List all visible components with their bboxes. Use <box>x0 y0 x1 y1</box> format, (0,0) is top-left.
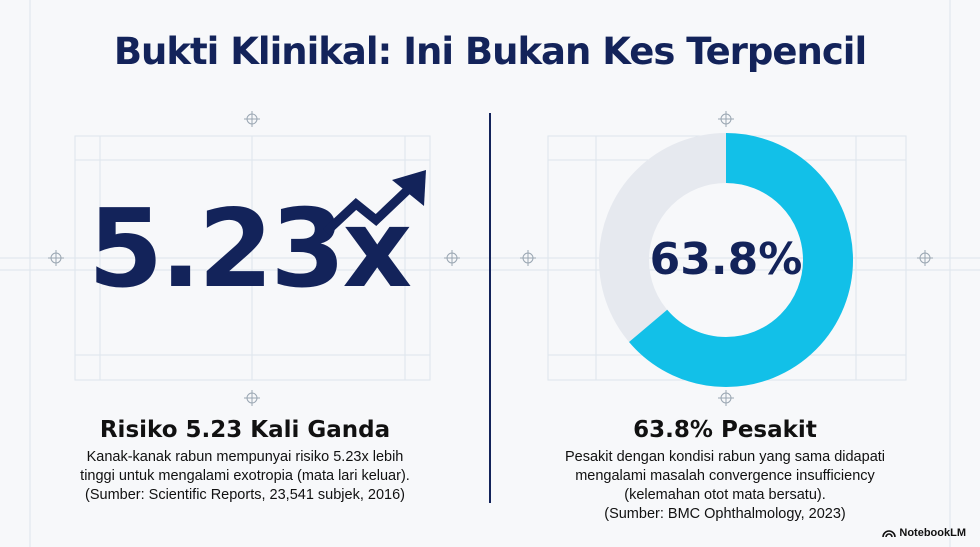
patients-heading: 63.8% Pesakit <box>633 417 817 443</box>
patients-description-line: (kelemahan otot mata bersatu). <box>624 487 826 503</box>
risk-heading: Risiko 5.23 Kali Ganda <box>99 417 391 443</box>
risk-multiplier-value: 5.23x <box>88 187 412 312</box>
column-divider <box>489 113 491 503</box>
crosshair-marker-icon <box>718 111 734 127</box>
trend-up-arrow-icon <box>322 170 426 236</box>
donut-arc-patients <box>599 133 853 387</box>
crosshair-marker-icon <box>718 390 734 406</box>
risk-source-line: (Sumber: Scientific Reports, 23,541 subj… <box>85 487 405 503</box>
crosshair-marker-icon <box>244 390 260 406</box>
crosshair-marker-icon <box>444 250 460 266</box>
patients-description-line: Pesakit dengan kondisi rabun yang sama d… <box>564 449 886 465</box>
patients-source-line: (Sumber: BMC Ophthalmology, 2023) <box>604 506 846 522</box>
risk-description-line: Kanak-kanak rabun mempunyai risiko 5.23x… <box>86 449 404 465</box>
crosshair-marker-icon <box>520 250 536 266</box>
page-title: Bukti Klinikal: Ini Bukan Kes Terpencil <box>113 30 867 73</box>
crosshair-marker-icon <box>244 111 260 127</box>
crosshair-marker-icon <box>917 250 933 266</box>
donut-center-value: 63.8% <box>649 234 803 285</box>
risk-description: Kanak-kanak rabun mempunyai risiko 5.23x… <box>30 448 460 505</box>
brand-label: NotebookLM <box>899 527 966 539</box>
donut-chart <box>599 133 853 387</box>
brand-watermark: NotebookLM <box>882 527 966 539</box>
crosshair-marker-icon <box>48 250 64 266</box>
patients-description: Pesakit dengan kondisi rabun yang sama d… <box>510 448 940 524</box>
risk-description-line: tinggi untuk mengalami exotropia (mata l… <box>80 468 410 484</box>
notebooklm-logo-icon <box>882 530 897 538</box>
patients-description-line: mengalami masalah convergence insufficie… <box>575 468 875 484</box>
